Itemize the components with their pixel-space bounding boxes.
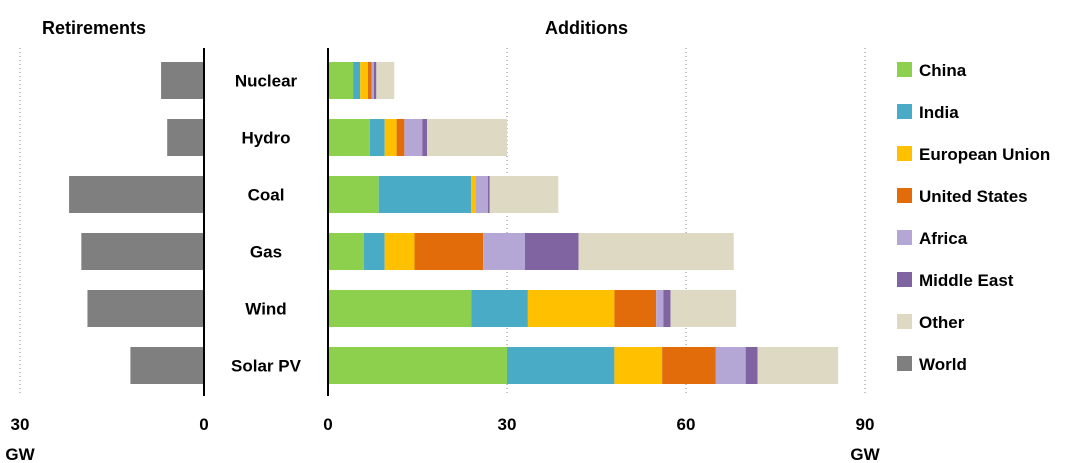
addition-bar-gas-other: [578, 233, 734, 270]
legend: China India European Union United States Afr…: [897, 61, 1050, 374]
legend-label-other: Other: [919, 313, 965, 332]
category-label-hydro: Hydro: [241, 129, 290, 148]
addition-bar-hydro-united-states: [396, 119, 405, 156]
addition-bar-gas-china: [328, 233, 364, 270]
addition-bar-solar-pv-united-states: [662, 347, 716, 384]
addition-bar-solar-pv-india: [507, 347, 615, 384]
addition-bar-nuclear-other: [376, 62, 395, 99]
category-label-coal: Coal: [248, 186, 285, 205]
addition-bar-coal-india: [378, 176, 472, 213]
addition-bar-hydro-china: [328, 119, 370, 156]
addition-bar-wind-european-union: [527, 290, 615, 327]
category-label-wind: Wind: [245, 300, 286, 319]
category-label-gas: Gas: [250, 243, 282, 262]
tick-label-additions-60: 60: [677, 415, 696, 434]
addition-bar-solar-pv-european-union: [614, 347, 663, 384]
axes: [203, 48, 329, 396]
addition-bar-coal-middle-east: [487, 176, 490, 213]
addition-bar-gas-middle-east: [524, 233, 579, 270]
retirement-bar-wind: [87, 290, 204, 327]
tick-labels: 30 0 0 30 60 90 GW GW: [5, 415, 880, 463]
addition-bar-wind-other: [670, 290, 737, 327]
addition-bar-wind-middle-east: [663, 290, 671, 327]
addition-bar-gas-united-states: [414, 233, 484, 270]
addition-bar-coal-china: [328, 176, 379, 213]
retirement-bar-gas: [81, 233, 204, 270]
tick-label-additions-90: 90: [856, 415, 875, 434]
addition-bar-nuclear-india: [353, 62, 361, 99]
legend-label-united-states: United States: [919, 187, 1028, 206]
addition-bar-gas-european-union: [384, 233, 415, 270]
addition-bar-hydro-africa: [404, 119, 423, 156]
additions-title: Additions: [545, 18, 628, 38]
addition-bar-solar-pv-other: [757, 347, 839, 384]
addition-bar-solar-pv-china: [328, 347, 507, 384]
tick-label-additions-0: 0: [323, 415, 332, 434]
legend-swatch-united-states: [897, 188, 912, 203]
retirement-bar-hydro: [167, 119, 204, 156]
legend-swatch-other: [897, 314, 912, 329]
addition-bar-gas-india: [363, 233, 385, 270]
addition-bar-coal-european-union: [471, 176, 476, 213]
addition-bar-wind-united-states: [614, 290, 657, 327]
addition-bar-wind-china: [328, 290, 472, 327]
tick-label-retirements-0: 0: [199, 415, 208, 434]
addition-bar-gas-africa: [483, 233, 525, 270]
retirement-bar-solar-pv: [130, 347, 204, 384]
addition-bar-nuclear-middle-east: [373, 62, 377, 99]
category-labels: Nuclear Hydro Coal Gas Wind Solar PV: [231, 72, 302, 376]
legend-swatch-india: [897, 104, 912, 119]
legend-label-india: India: [919, 103, 959, 122]
legend-label-world: World: [919, 355, 967, 374]
tick-label-additions-30: 30: [498, 415, 517, 434]
additions-gridlines: [506, 48, 866, 396]
addition-bar-hydro-other: [427, 119, 507, 156]
retirement-bar-coal: [69, 176, 204, 213]
retirement-bar-nuclear: [161, 62, 204, 99]
addition-bar-solar-pv-africa: [715, 347, 746, 384]
addition-bar-nuclear-united-states: [367, 62, 372, 99]
legend-label-european-union: European Union: [919, 145, 1050, 164]
additions-bars: [328, 62, 839, 384]
retirements-title: Retirements: [42, 18, 146, 38]
retirements-bars: [69, 62, 204, 384]
addition-bar-nuclear-africa: [371, 62, 374, 99]
category-label-solar-pv: Solar PV: [231, 357, 302, 376]
category-label-nuclear: Nuclear: [235, 72, 298, 91]
addition-bar-wind-africa: [656, 290, 664, 327]
addition-bar-nuclear-china: [328, 62, 354, 99]
addition-bar-hydro-india: [369, 119, 385, 156]
legend-swatch-africa: [897, 230, 912, 245]
unit-label-additions: GW: [850, 445, 880, 463]
addition-bar-solar-pv-middle-east: [745, 347, 758, 384]
legend-swatch-middle-east: [897, 272, 912, 287]
addition-bar-hydro-middle-east: [422, 119, 428, 156]
addition-bar-nuclear-european-union: [360, 62, 368, 99]
addition-bar-wind-india: [471, 290, 528, 327]
legend-swatch-world: [897, 356, 912, 371]
addition-bar-coal-africa: [475, 176, 488, 213]
legend-swatch-european-union: [897, 146, 912, 161]
addition-bar-coal-other: [489, 176, 559, 213]
addition-bar-hydro-european-union: [384, 119, 397, 156]
unit-label-retirements: GW: [5, 445, 35, 463]
legend-swatch-china: [897, 62, 912, 77]
tick-label-retirements-30: 30: [11, 415, 30, 434]
legend-label-middle-east: Middle East: [919, 271, 1014, 290]
legend-label-china: China: [919, 61, 967, 80]
legend-label-africa: Africa: [919, 229, 968, 248]
